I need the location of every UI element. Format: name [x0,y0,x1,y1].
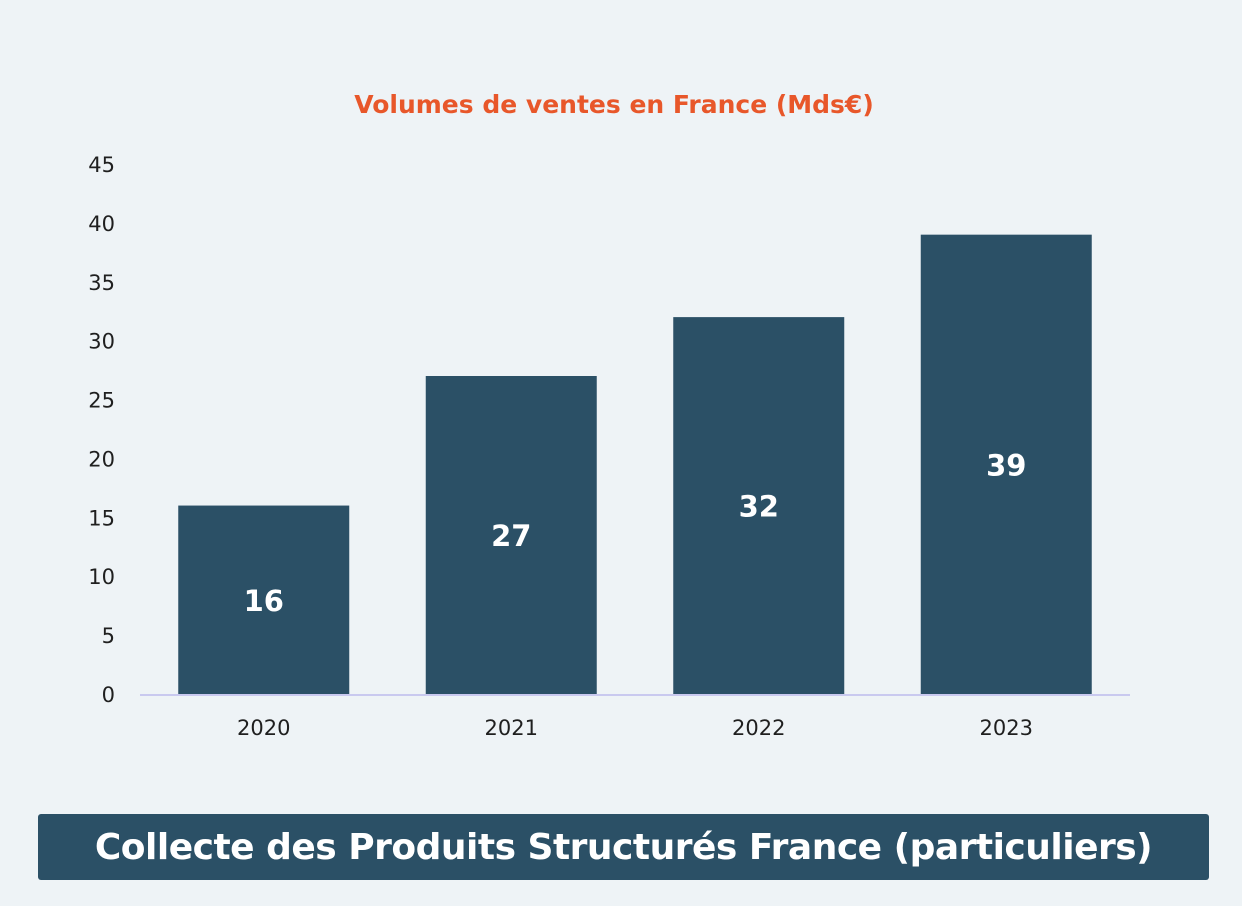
y-tick-label: 25 [88,389,115,413]
value-label-2023: 39 [986,448,1026,482]
y-tick-label: 5 [102,624,115,648]
x-tick-label-2021: 2021 [485,716,538,740]
y-tick-label: 15 [88,506,115,530]
y-tick-label: 45 [88,153,115,177]
bar-2022 [673,317,845,694]
bar-chart: Volumes de ventes en France (Mds€) 0 5 10 1… [88,90,1130,740]
bar-2021 [425,376,597,694]
value-label-2020: 16 [244,584,284,618]
value-label-2021: 27 [491,519,531,553]
bar-2023 [920,234,1092,694]
y-tick-label: 30 [88,330,115,354]
y-tick-label: 10 [88,565,115,589]
x-axis: 2020 2021 2022 2023 [237,716,1033,740]
x-tick-label-2023: 2023 [980,716,1033,740]
value-label-2022: 32 [739,490,779,524]
chart-title: Volumes de ventes en France (Mds€) [354,90,874,119]
y-tick-label: 0 [102,683,115,707]
x-tick-label-2020: 2020 [237,716,290,740]
y-tick-label: 40 [88,212,115,236]
bars: 16 27 32 39 [178,234,1092,694]
y-tick-label: 35 [88,271,115,295]
caption-text: Collecte des Produits Structurés France … [94,826,1153,868]
y-tick-label: 20 [88,447,115,471]
caption-banner: Collecte des Produits Structurés France … [38,814,1209,880]
bar-2020 [178,505,350,694]
y-axis: 0 5 10 15 20 25 30 35 40 45 [88,153,115,707]
x-tick-label-2022: 2022 [732,716,785,740]
